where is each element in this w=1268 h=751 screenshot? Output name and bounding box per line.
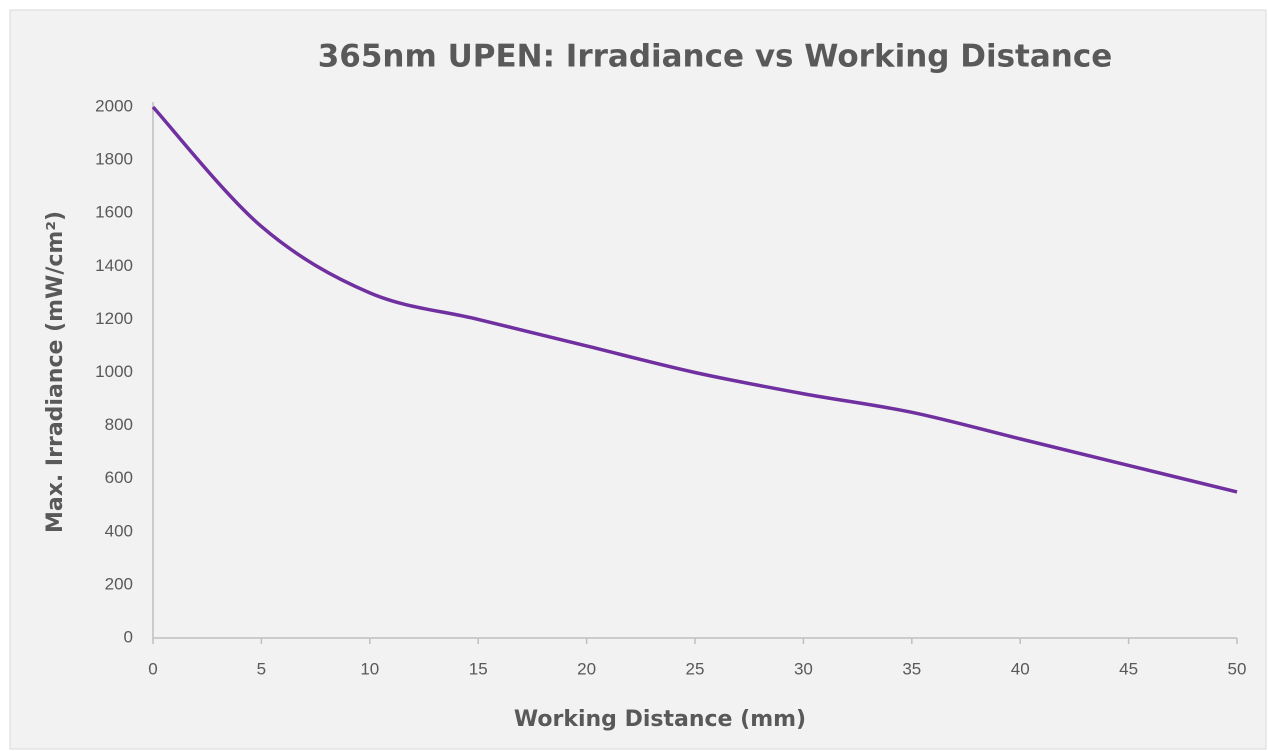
y-tick-label: 0 [124, 627, 133, 646]
y-tick-label: 1400 [95, 256, 133, 275]
y-tick-label: 1000 [95, 362, 133, 381]
x-tick-label: 0 [148, 659, 157, 678]
y-tick-label: 1200 [95, 309, 133, 328]
y-tick-label: 800 [105, 415, 133, 434]
x-tick-label: 10 [360, 659, 379, 678]
y-axis-label: Max. Irradiance (mW/cm²) [43, 211, 68, 533]
x-tick-label: 45 [1119, 659, 1138, 678]
x-tick-label: 30 [794, 659, 813, 678]
y-tick-label: 400 [105, 521, 133, 540]
x-axis-label: Working Distance (mm) [514, 707, 806, 732]
series-line [151, 105, 1238, 494]
x-tick-label: 15 [469, 659, 488, 678]
chart-title: 365nm UPEN: Irradiance vs Working Distan… [318, 39, 1113, 75]
y-tick-label: 1800 [95, 150, 133, 169]
x-tick-label: 35 [902, 659, 921, 678]
x-tick-label: 25 [686, 659, 705, 678]
y-tick-label: 600 [105, 468, 133, 487]
y-tick-label: 200 [105, 574, 133, 593]
chart-area [9, 9, 1267, 750]
x-tick-label: 5 [257, 659, 266, 678]
x-tick-label: 50 [1228, 659, 1247, 678]
y-tick-label: 2000 [95, 96, 133, 115]
x-tick-label: 40 [1011, 659, 1030, 678]
y-tick-label: 1600 [95, 203, 133, 222]
x-tick-label: 20 [577, 659, 596, 678]
